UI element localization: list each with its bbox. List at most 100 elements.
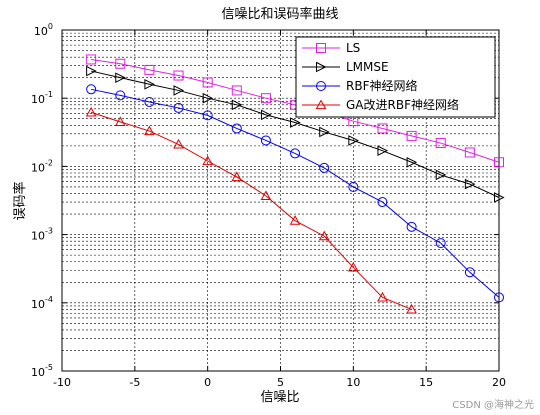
data-point-marker — [86, 65, 97, 77]
legend-marker — [315, 99, 327, 110]
watermark: CSDN @海神之光 — [452, 400, 534, 411]
y-tick-base: 10 — [34, 25, 48, 38]
data-point-marker — [231, 171, 243, 182]
y-axis-label: 误码率 — [12, 181, 28, 220]
series-line — [91, 88, 500, 298]
data-point-marker — [377, 197, 388, 208]
y-tick-exponent: -2 — [45, 158, 53, 167]
y-tick-label: 10-3 — [31, 227, 53, 243]
series-2 — [86, 84, 504, 303]
x-tick-label: -5 — [129, 376, 140, 389]
legend-item: RBF神经网络 — [302, 78, 417, 93]
x-tick-label: 5 — [277, 376, 284, 389]
y-tick-exponent: 0 — [48, 22, 53, 31]
data-point-marker — [231, 85, 242, 96]
x-tick-label: 20 — [492, 376, 506, 389]
data-point-marker — [464, 178, 476, 190]
x-tick-label: -10 — [53, 376, 71, 389]
y-tick-label: 10-1 — [31, 90, 53, 106]
data-point-marker — [377, 145, 389, 156]
y-tick-base: 10 — [31, 366, 45, 379]
data-point-marker — [260, 109, 272, 121]
data-point-marker — [86, 84, 97, 95]
data-point-marker — [406, 130, 417, 141]
data-point-marker — [202, 155, 214, 166]
data-point-marker — [115, 72, 126, 83]
data-point-marker — [85, 106, 97, 117]
data-point-marker — [260, 190, 272, 200]
y-tick-base: 10 — [31, 161, 45, 174]
data-point-marker — [260, 93, 271, 104]
legend-item: GA改进RBF神经网络 — [302, 97, 459, 112]
data-point-marker — [435, 238, 446, 249]
y-tick-exponent: -5 — [45, 363, 53, 372]
data-point-marker — [377, 123, 388, 134]
data-point-marker — [406, 221, 417, 232]
data-point-marker — [144, 125, 155, 136]
series-1 — [86, 65, 505, 203]
data-point-marker — [435, 138, 446, 149]
y-tick-exponent: -1 — [45, 90, 53, 99]
series-group — [85, 54, 505, 314]
data-point-marker — [115, 58, 126, 69]
data-point-marker — [260, 135, 271, 146]
data-point-marker — [290, 117, 301, 128]
data-point-marker — [173, 85, 185, 96]
series-line — [91, 70, 500, 198]
y-tick-exponent: -4 — [45, 295, 53, 304]
data-point-marker — [406, 156, 418, 168]
data-point-marker — [435, 169, 447, 181]
y-tick-base: 10 — [31, 298, 45, 311]
legend-marker — [316, 61, 327, 73]
data-point-marker — [290, 148, 301, 159]
data-point-marker — [464, 267, 475, 278]
y-tick-base: 10 — [31, 230, 45, 243]
data-point-marker — [318, 230, 330, 241]
data-point-marker — [348, 181, 359, 192]
x-tick-label: 0 — [204, 376, 211, 389]
data-point-marker — [348, 135, 359, 146]
data-point-marker — [144, 96, 155, 107]
legend-marker — [316, 43, 326, 53]
data-point-marker — [202, 110, 213, 121]
data-point-marker — [231, 99, 243, 111]
data-point-marker — [144, 78, 156, 90]
x-tick-label: 15 — [419, 376, 433, 389]
data-point-marker — [494, 192, 505, 203]
legend: LS LMMSE RBF神经网络 GA改进RBF神经网络 — [295, 36, 496, 118]
y-tick-base: 10 — [31, 93, 45, 106]
legend-label: LMMSE — [346, 60, 389, 74]
data-point-marker — [202, 77, 213, 88]
data-point-marker — [173, 102, 184, 113]
legend-label: RBF神经网络 — [346, 78, 417, 93]
y-tick-label: 10-4 — [31, 295, 53, 311]
data-point-marker — [464, 147, 475, 158]
legend-item: LMMSE — [302, 60, 389, 74]
legend-marker — [316, 81, 326, 91]
y-tick-label: 10-2 — [31, 158, 53, 174]
data-point-marker — [173, 70, 184, 81]
data-point-marker — [347, 261, 359, 272]
data-point-marker — [202, 92, 214, 104]
data-point-marker — [494, 157, 504, 168]
series-line — [91, 58, 500, 163]
data-point-marker — [173, 138, 184, 149]
data-point-marker — [86, 54, 97, 65]
chart-title: 信噪比和误码率曲线 — [221, 6, 338, 22]
legend-label: GA改进RBF神经网络 — [346, 97, 459, 112]
y-tick-label: 10-5 — [31, 363, 53, 379]
legend-label: LS — [346, 41, 360, 55]
series-line — [90, 111, 412, 310]
series-3 — [85, 106, 417, 314]
data-point-marker — [231, 123, 242, 134]
data-point-marker — [319, 162, 330, 173]
x-tick-label: 10 — [346, 376, 360, 389]
y-tick-label: 100 — [34, 22, 53, 38]
legend-item: LS — [302, 41, 360, 55]
data-point-marker — [115, 90, 126, 101]
x-axis-label: 信噪比 — [260, 390, 299, 405]
data-point-marker — [289, 215, 301, 225]
data-point-marker — [144, 64, 155, 75]
